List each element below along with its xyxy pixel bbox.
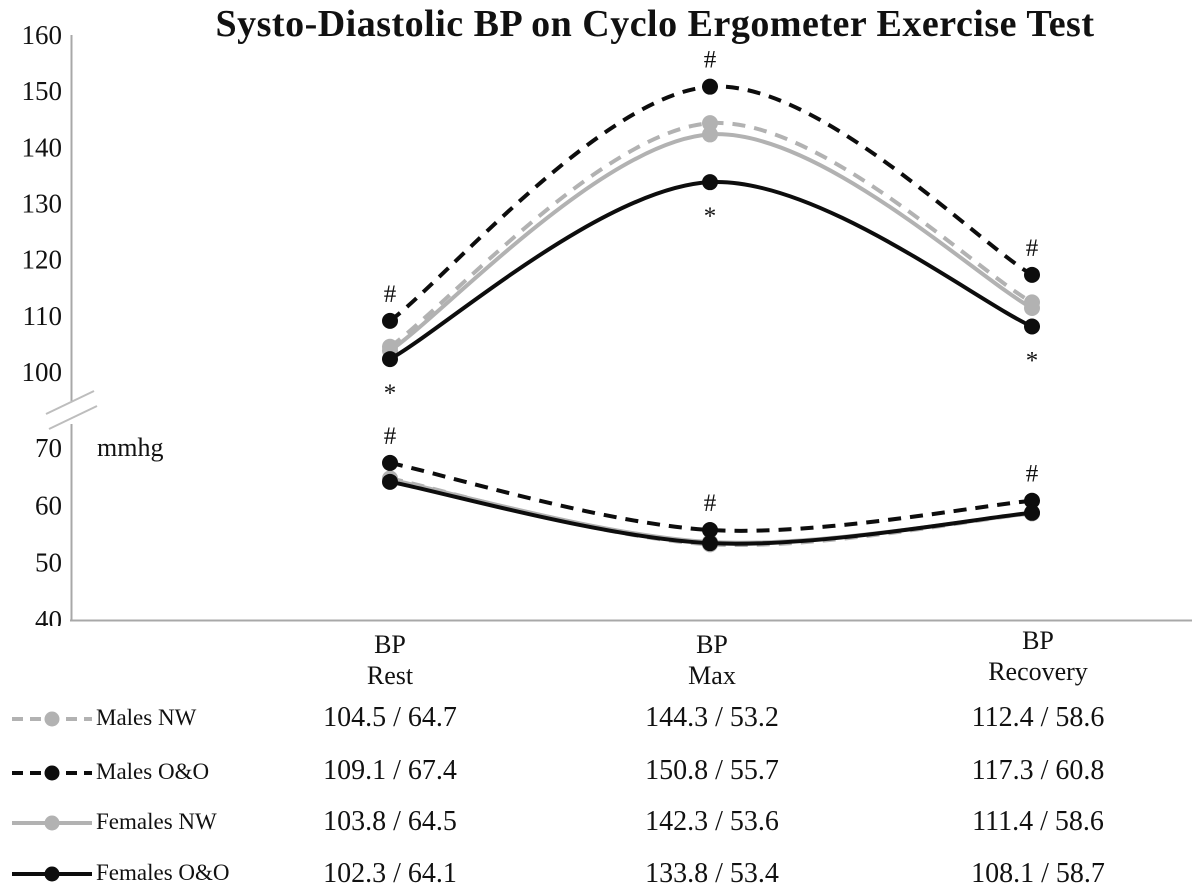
females-o-o-diastolic-point-marker — [702, 535, 718, 552]
bp-line-chart-plot: 160 150 140 130 120 110 100 70 60 50 40 mmhg # # # # # # *… — [22, 20, 1192, 626]
axis-break-slash — [48, 405, 98, 430]
legend-item-females-oo: Females O&O — [10, 860, 230, 890]
significance-star-annotation: * — [384, 380, 397, 407]
females-o-o-diastolic-point-marker — [382, 473, 398, 490]
males-nw-systolic-line — [388, 121, 1033, 349]
females-oo-line-marker-icon — [12, 866, 92, 882]
value-females-oo-recovery: 108.1 / 58.7 — [971, 858, 1105, 889]
value-males-nw-recovery: 112.4 / 58.6 — [971, 702, 1105, 733]
males-nw-line-marker-icon — [12, 711, 92, 727]
significance-hash-annotation: # — [384, 423, 397, 450]
value-females-nw-max: 142.3 / 53.6 — [645, 806, 779, 837]
males-o-o-diastolic-point-marker — [1024, 492, 1040, 509]
x-label-bp-max: BP Max — [688, 630, 736, 690]
significance-hash-annotation: # — [704, 490, 717, 517]
females-nw-line-marker-icon — [12, 815, 92, 831]
chart-title: Systo-Diastolic BP on Cyclo Ergometer Ex… — [215, 3, 1095, 45]
significance-star-annotation: * — [1026, 348, 1039, 375]
significance-hash-annotation: # — [704, 47, 717, 74]
legend-label-males-oo: Males O&O — [96, 759, 210, 784]
x-label-bp-recovery: BP Recovery — [988, 626, 1088, 686]
value-females-nw-recovery: 111.4 / 58.6 — [972, 806, 1104, 837]
legend-item-males-nw: Males NW — [10, 705, 196, 735]
x-label-bp-rest: BP Rest — [366, 630, 414, 690]
y-tick-label: 50 — [35, 548, 62, 578]
females-o-o-diastolic-point-marker — [1024, 504, 1040, 521]
males-o-o-diastolic-point-marker — [382, 454, 398, 471]
males-o-o-systolic-point-marker — [1024, 266, 1040, 283]
value-females-nw-rest: 103.8 / 64.5 — [323, 806, 457, 837]
females-o-o-systolic-point-marker — [382, 351, 398, 368]
y-tick-label: 100 — [22, 357, 63, 387]
significance-star-annotation: * — [704, 203, 717, 230]
value-males-oo-max: 150.8 / 55.7 — [645, 755, 779, 786]
y-tick-label: 160 — [22, 20, 63, 50]
females-o-o-systolic-point-marker — [1024, 318, 1040, 335]
value-females-oo-max: 133.8 / 53.4 — [645, 858, 779, 889]
y-tick-label: 150 — [22, 76, 63, 106]
males-o-o-systolic-point-marker — [382, 312, 398, 329]
value-females-oo-rest: 102.3 / 64.1 — [323, 858, 457, 889]
y-tick-label: 40 — [35, 605, 62, 626]
significance-hash-annotation: # — [1026, 235, 1039, 262]
males-o-o-systolic-point-marker — [702, 78, 718, 95]
males-o-o-diastolic-point-marker — [702, 521, 718, 538]
males-o-o-diastolic-line — [389, 460, 1033, 533]
y-axis-unit-label: mmhg — [97, 433, 163, 462]
significance-hash-annotation: # — [1026, 461, 1039, 488]
legend-label-males-nw: Males NW — [96, 705, 197, 730]
y-tick-label: 130 — [22, 189, 63, 219]
legend-label-females-nw: Females NW — [96, 809, 217, 834]
y-tick-label: 140 — [22, 132, 63, 162]
y-tick-label: 60 — [35, 490, 62, 520]
females-nw-systolic-point-marker — [702, 126, 718, 143]
females-nw-systolic-line — [388, 132, 1033, 353]
males-oo-line-marker-icon — [12, 765, 92, 781]
males-nw-systolic-point-marker — [702, 115, 718, 132]
y-tick-label: 120 — [22, 245, 63, 275]
value-males-nw-rest: 104.5 / 64.7 — [323, 702, 457, 733]
females-nw-systolic-point-marker — [1024, 299, 1040, 316]
legend-label-females-oo: Females O&O — [96, 860, 230, 885]
legend-item-females-nw: Females NW — [10, 809, 217, 839]
females-o-o-systolic-point-marker — [702, 174, 718, 191]
legend-item-males-oo: Males O&O — [10, 759, 209, 789]
value-males-oo-rest: 109.1 / 67.4 — [323, 755, 457, 786]
significance-hash-annotation: # — [384, 281, 397, 308]
y-tick-label: 70 — [35, 433, 62, 463]
axis-break-slash — [45, 390, 95, 415]
value-males-oo-recovery: 117.3 / 60.8 — [971, 755, 1105, 786]
value-males-nw-max: 144.3 / 53.2 — [645, 702, 779, 733]
y-tick-label: 110 — [23, 301, 63, 331]
